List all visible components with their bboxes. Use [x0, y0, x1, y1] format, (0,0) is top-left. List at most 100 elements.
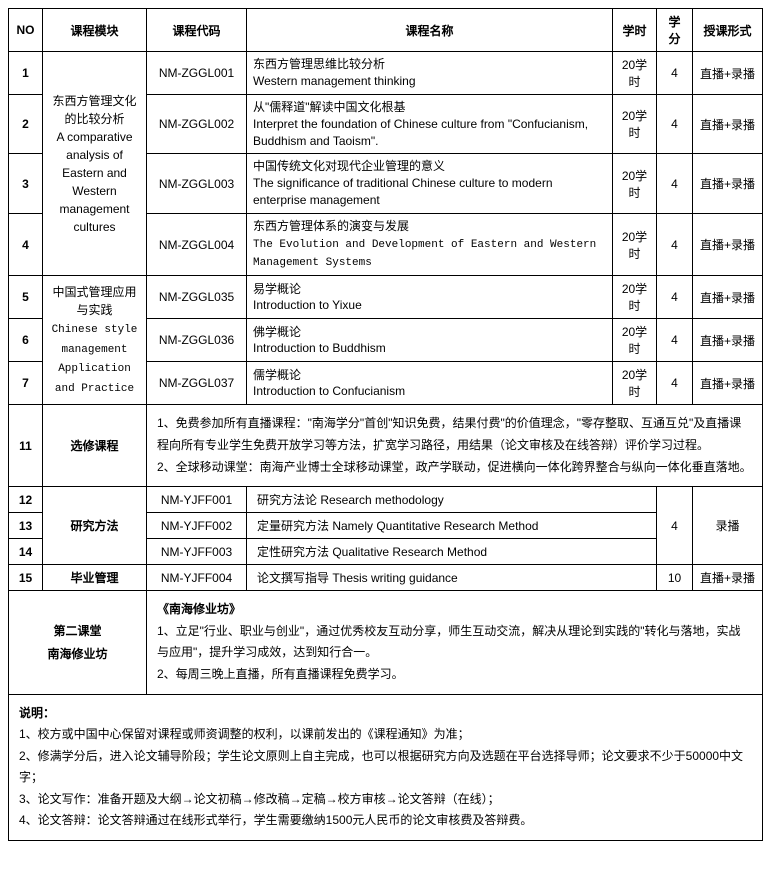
cell-name: 从"儒释道"解读中国文化根基 Interpret the foundation … [247, 95, 613, 154]
cell-hours: 20学时 [613, 362, 657, 405]
course-cn: 佛学概论 [253, 325, 301, 339]
course-en: Western management thinking [253, 74, 416, 88]
cell-no: 14 [9, 539, 43, 565]
course-table: NO 课程模块 课程代码 课程名称 学时 学分 授课形式 1 东西方管理文化的比… [8, 8, 763, 841]
cell-name: 论文撰写指导 Thesis writing guidance [247, 565, 657, 591]
cell-credits: 4 [657, 52, 693, 95]
note-2: 2、修满学分后，进入论文辅导阶段；学生论文原则上自主完成，也可以根据研究方向及选… [19, 746, 752, 789]
course-cn: 易学概论 [253, 282, 301, 296]
module-cell-2: 中国式管理应用与实践 Chinese style management Appl… [43, 276, 147, 405]
cell-hours: 20学时 [613, 319, 657, 362]
second-class-header: 《南海修业坊》 [157, 599, 752, 621]
second-class-title: 第二课堂 南海修业坊 [9, 591, 147, 694]
header-name: 课程名称 [247, 9, 613, 52]
cell-format: 直播+录播 [693, 362, 763, 405]
cell-hours: 20学时 [613, 95, 657, 154]
research-module: 研究方法 [43, 487, 147, 565]
second-class-l2: 2、每周三晚上直播，所有直播课程免费学习。 [157, 664, 752, 686]
note-1: 1、校方或中国中心保留对课程或师资调整的权利，以课前发出的《课程通知》为准； [19, 724, 752, 746]
notes-row: 说明： 1、校方或中国中心保留对课程或师资调整的权利，以课前发出的《课程通知》为… [9, 694, 763, 841]
course-cn: 东西方管理体系的演变与发展 [253, 219, 409, 233]
cell-no: 1 [9, 52, 43, 95]
cell-code: NM-ZGGL036 [147, 319, 247, 362]
course-en: Introduction to Confucianism [253, 384, 405, 398]
note-3: 3、论文写作：准备开题及大纲→论文初稿→修改稿→定稿→校方审核→论文答辩（在线）… [19, 789, 752, 811]
cell-no: 5 [9, 276, 43, 319]
second-class-t2: 南海修业坊 [15, 645, 140, 662]
elective-line2: 2、全球移动课堂：南海产业博士全球移动课堂，政产学联动，促进横向一体化跨界整合与… [157, 457, 752, 479]
header-code: 课程代码 [147, 9, 247, 52]
cell-credits: 4 [657, 276, 693, 319]
cell-format: 直播+录播 [693, 565, 763, 591]
cell-format: 直播+录播 [693, 276, 763, 319]
cell-credits: 4 [657, 95, 693, 154]
cell-code: NM-ZGGL004 [147, 213, 247, 276]
cell-format: 直播+录播 [693, 154, 763, 213]
elective-line1: 1、免费参加所有直播课程："南海学分"首创"知识免费，结果付费"的价值理念，"零… [157, 413, 752, 456]
cell-credits: 4 [657, 319, 693, 362]
cell-no: 12 [9, 487, 43, 513]
course-en: Introduction to Buddhism [253, 341, 386, 355]
cell-code: NM-YJFF003 [147, 539, 247, 565]
cell-hours: 20学时 [613, 154, 657, 213]
course-en: The Evolution and Development of Eastern… [253, 239, 596, 269]
module-cell-1: 东西方管理文化的比较分析 A comparative analysis of E… [43, 52, 147, 276]
cell-hours: 20学时 [613, 276, 657, 319]
header-no: NO [9, 9, 43, 52]
graduation-row: 15 毕业管理 NM-YJFF004 论文撰写指导 Thesis writing… [9, 565, 763, 591]
elective-desc: 1、免费参加所有直播课程："南海学分"首创"知识免费，结果付费"的价值理念，"零… [147, 405, 763, 487]
second-class-desc: 《南海修业坊》 1、立足"行业、职业与创业"，通过优秀校友互动分享，师生互动交流… [147, 591, 763, 694]
cell-no: 3 [9, 154, 43, 213]
module2-en: Chinese style management Application and… [52, 324, 138, 395]
cell-name: 佛学概论 Introduction to Buddhism [247, 319, 613, 362]
cell-credits: 4 [657, 362, 693, 405]
elective-row: 11 选修课程 1、免费参加所有直播课程："南海学分"首创"知识免费，结果付费"… [9, 405, 763, 487]
cell-code: NM-ZGGL002 [147, 95, 247, 154]
cell-hours: 20学时 [613, 52, 657, 95]
course-row: 1 东西方管理文化的比较分析 A comparative analysis of… [9, 52, 763, 95]
course-en: Interpret the foundation of Chinese cult… [253, 117, 588, 148]
course-en: Introduction to Yixue [253, 298, 362, 312]
cell-name: 定性研究方法 Qualitative Research Method [247, 539, 657, 565]
cell-name: 中国传统文化对现代企业管理的意义 The significance of tra… [247, 154, 613, 213]
second-class-row: 第二课堂 南海修业坊 《南海修业坊》 1、立足"行业、职业与创业"，通过优秀校友… [9, 591, 763, 694]
cell-format: 直播+录播 [693, 95, 763, 154]
course-row: 5 中国式管理应用与实践 Chinese style management Ap… [9, 276, 763, 319]
cell-no: 2 [9, 95, 43, 154]
cell-code: NM-ZGGL037 [147, 362, 247, 405]
research-credits: 4 [657, 487, 693, 565]
cell-credits: 4 [657, 154, 693, 213]
cell-no: 13 [9, 513, 43, 539]
cell-credits: 4 [657, 213, 693, 276]
module1-cn: 东西方管理文化的比较分析 [52, 94, 136, 126]
cell-name: 易学概论 Introduction to Yixue [247, 276, 613, 319]
header-credits: 学分 [657, 9, 693, 52]
cell-no: 11 [9, 405, 43, 487]
cell-credits: 10 [657, 565, 693, 591]
cell-no: 6 [9, 319, 43, 362]
cell-code: NM-YJFF004 [147, 565, 247, 591]
cell-hours: 20学时 [613, 213, 657, 276]
cell-code: NM-YJFF001 [147, 487, 247, 513]
research-row: 12 研究方法 NM-YJFF001 研究方法论 Research method… [9, 487, 763, 513]
notes-cell: 说明： 1、校方或中国中心保留对课程或师资调整的权利，以课前发出的《课程通知》为… [9, 694, 763, 841]
note-4: 4、论文答辩：论文答辩通过在线形式举行，学生需要缴纳1500元人民币的论文审核费… [19, 810, 752, 832]
header-format: 授课形式 [693, 9, 763, 52]
module1-en: A comparative analysis of Eastern and We… [56, 130, 132, 234]
header-hours: 学时 [613, 9, 657, 52]
second-class-l1: 1、立足"行业、职业与创业"，通过优秀校友互动分享，师生互动交流，解决从理论到实… [157, 621, 752, 664]
cell-no: 15 [9, 565, 43, 591]
cell-name: 儒学概论 Introduction to Confucianism [247, 362, 613, 405]
cell-name: 东西方管理体系的演变与发展 The Evolution and Developm… [247, 213, 613, 276]
course-cn: 中国传统文化对现代企业管理的意义 [253, 159, 445, 173]
course-cn: 从"儒释道"解读中国文化根基 [253, 100, 406, 114]
graduation-module: 毕业管理 [43, 565, 147, 591]
cell-format: 直播+录播 [693, 213, 763, 276]
cell-code: NM-ZGGL003 [147, 154, 247, 213]
course-cn: 东西方管理思维比较分析 [253, 57, 385, 71]
cell-code: NM-ZGGL001 [147, 52, 247, 95]
research-format: 录播 [693, 487, 763, 565]
cell-format: 直播+录播 [693, 319, 763, 362]
cell-no: 7 [9, 362, 43, 405]
cell-code: NM-YJFF002 [147, 513, 247, 539]
